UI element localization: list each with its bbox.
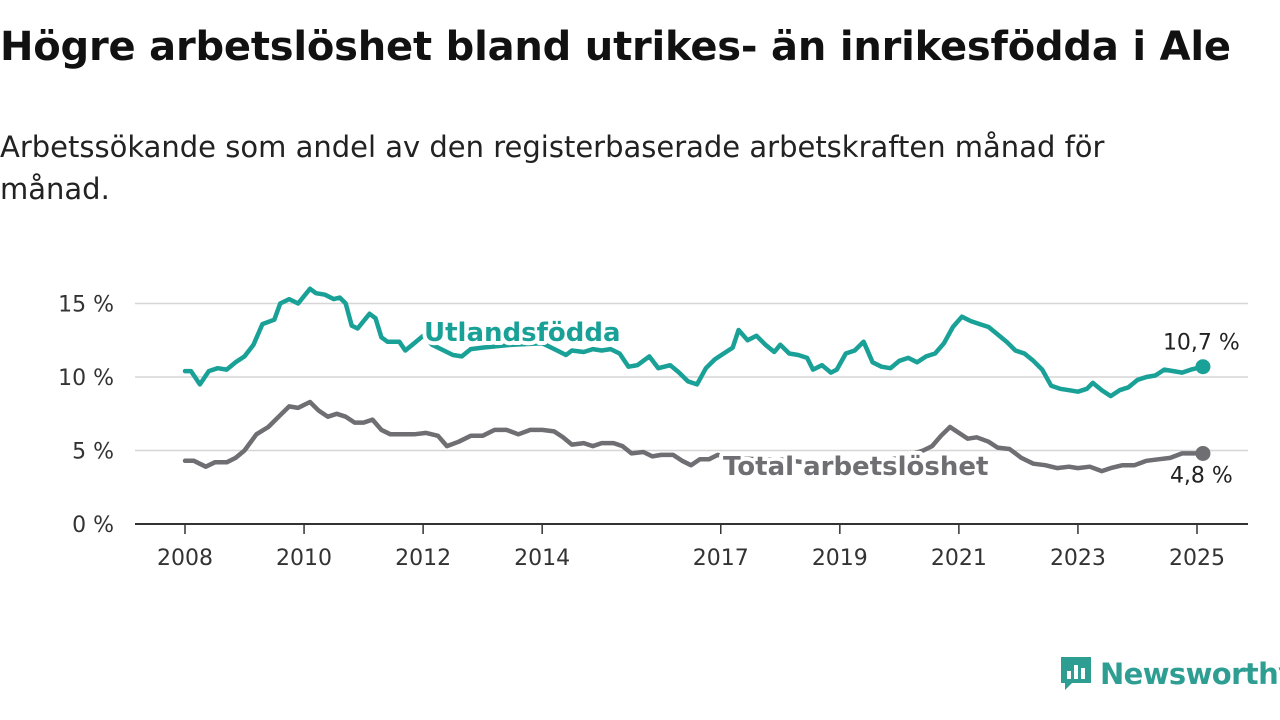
x-tick-label: 2021 [931, 546, 987, 571]
y-tick-label: 15 % [58, 293, 114, 318]
chart-subtitle: Arbetssökande som andel av den registerb… [0, 130, 1105, 206]
x-tick-label: 2019 [812, 546, 868, 571]
newsworthy-chart-icon [1061, 657, 1091, 690]
x-tick-label: 2025 [1169, 546, 1225, 571]
axis-layer: 0 % 5 % 10 % 15 % 2008 2010 2012 2014 2017 2019 20… [58, 293, 1248, 571]
grid-layer [135, 302, 1248, 452]
end-label-utlandsfodda: 10,7 % [1163, 331, 1240, 356]
series-line-1 [182, 399, 1206, 474]
series-label-utlandsfodda: Utlandsfödda [424, 318, 621, 348]
series-line-0 [182, 286, 1206, 399]
chart-title: Högre arbetslöshet bland utrikes- än inr… [0, 24, 1231, 70]
series-0-end-marker [1195, 359, 1211, 375]
series-1-end-marker [1195, 445, 1211, 461]
x-tick-label: 2014 [514, 546, 570, 571]
y-tick-label: 10 % [58, 366, 114, 391]
x-tick-label: 2023 [1050, 546, 1106, 571]
label-layer: Utlandsfödda Total arbetslöshet 10,7 % 4,8 … [420, 314, 1240, 488]
brand-name: Newsworthy [1100, 657, 1280, 691]
series-layer [182, 286, 1211, 474]
series-label-total: Total arbetslöshet [723, 452, 988, 482]
end-label-total: 4,8 % [1170, 463, 1233, 488]
x-tick-label: 2017 [693, 546, 749, 571]
x-tick-label: 2010 [276, 546, 332, 571]
x-tick-label: 2008 [157, 546, 213, 571]
newsworthy-logo: Newsworthy [1058, 652, 1280, 696]
x-tick-label: 2012 [395, 546, 451, 571]
y-tick-label: 5 % [72, 440, 114, 465]
y-tick-label: 0 % [72, 513, 114, 538]
